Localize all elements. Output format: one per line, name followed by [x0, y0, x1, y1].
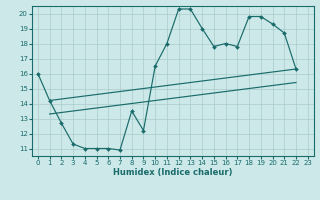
X-axis label: Humidex (Indice chaleur): Humidex (Indice chaleur)	[113, 168, 233, 177]
